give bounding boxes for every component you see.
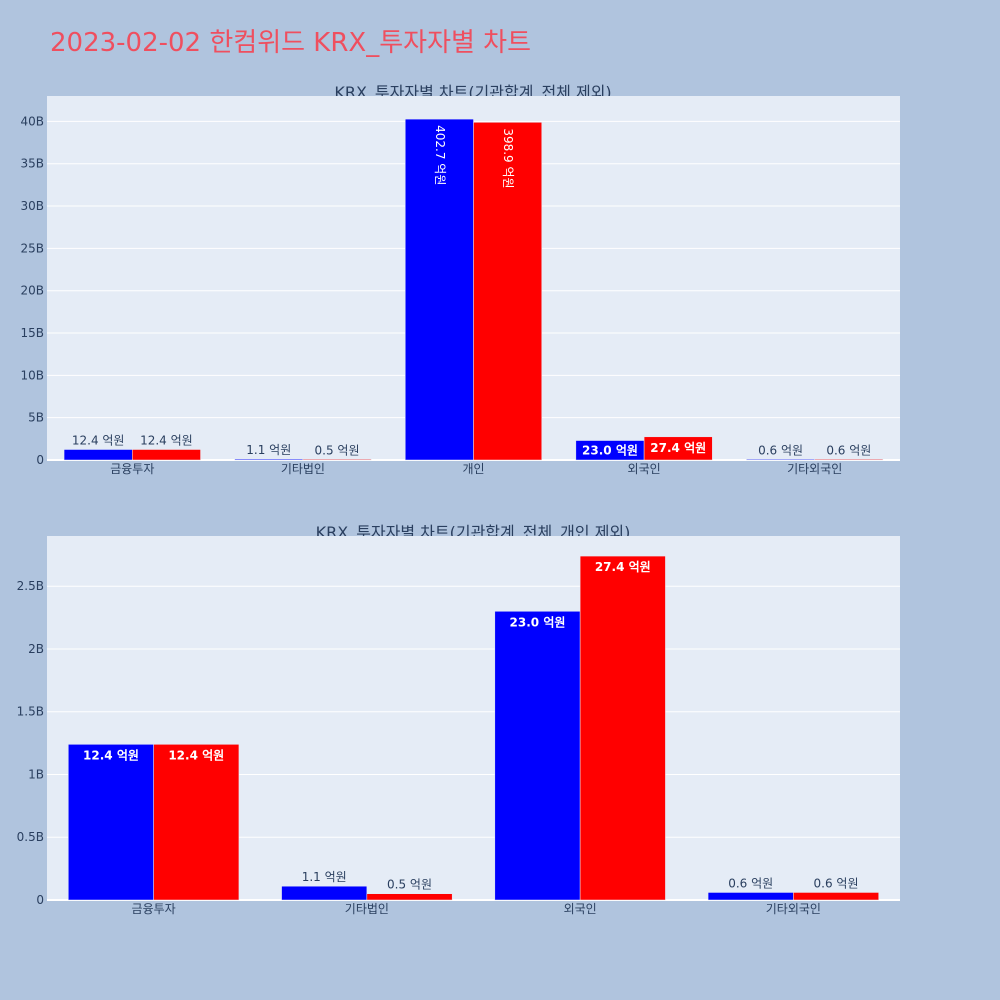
bar xyxy=(63,449,133,461)
data-label: 0.5 억원 xyxy=(315,444,360,458)
y-tick-label: 10B xyxy=(20,368,44,382)
y-tick-label: 1B xyxy=(28,767,44,781)
x-tick-label: 금융투자 xyxy=(132,902,176,916)
x-tick-label: 외국인 xyxy=(564,902,597,916)
data-label: 27.4 억원 xyxy=(595,560,651,574)
y-tick-label: 20B xyxy=(20,284,44,298)
bar xyxy=(405,118,474,461)
data-label: 0.6 억원 xyxy=(758,443,803,457)
bar xyxy=(746,458,815,461)
data-label: 0.5 억원 xyxy=(387,878,432,892)
bar xyxy=(494,611,581,901)
data-label: 12.4 억원 xyxy=(168,748,224,762)
x-tick-label: 기타법인 xyxy=(281,462,325,476)
x-tick-label: 외국인 xyxy=(628,462,661,476)
bar xyxy=(814,458,884,461)
y-tick-label: 0.5B xyxy=(17,830,44,844)
y-tick-label: 15B xyxy=(20,326,44,340)
y-tick-label: 40B xyxy=(20,114,44,128)
y-tick-label: 35B xyxy=(20,157,44,171)
y-tick-label: 1.5B xyxy=(17,705,44,719)
x-tick-label: 개인 xyxy=(462,462,484,476)
bar xyxy=(643,436,713,461)
bar xyxy=(302,458,372,461)
data-label: 23.0 억원 xyxy=(510,615,566,629)
data-label: 12.4 억원 xyxy=(140,434,193,448)
data-label: 402.7 억원 xyxy=(433,125,447,185)
y-tick-label: 5B xyxy=(28,411,44,425)
bar xyxy=(366,893,453,901)
x-tick-label: 기타외국인 xyxy=(766,902,821,916)
data-label: 0.6 억원 xyxy=(728,876,773,890)
y-tick-label: 2.5B xyxy=(17,579,44,593)
data-label: 1.1 억원 xyxy=(302,870,347,884)
data-label: 23.0 억원 xyxy=(582,443,638,457)
bar xyxy=(234,458,304,461)
y-tick-label: 2B xyxy=(28,642,44,656)
bar xyxy=(473,122,542,461)
data-label: 398.9 억원 xyxy=(501,128,515,188)
chart-1-investor-bars: 0 5B 10B 15B 20B 25B 30B 35B 40B 금융투자 12.4 억원 12.4 … xyxy=(20,96,900,476)
x-tick-label: 기타외국인 xyxy=(787,462,842,476)
data-label: 12.4 억원 xyxy=(83,748,139,762)
x-tick-label: 기타법인 xyxy=(345,902,389,916)
bar xyxy=(132,449,201,461)
bar xyxy=(281,885,368,901)
bar xyxy=(579,555,666,901)
page-title: 2023-02-02 한컴위드 KRX_투자자별 차트 xyxy=(50,28,532,58)
y-tick-label: 25B xyxy=(20,241,44,255)
data-label: 0.6 억원 xyxy=(826,443,871,457)
bar xyxy=(153,744,240,901)
y-tick-label: 0 xyxy=(36,453,44,467)
data-label: 1.1 억원 xyxy=(246,443,291,457)
bar xyxy=(68,744,154,901)
data-label: 0.6 억원 xyxy=(814,876,859,890)
bar xyxy=(793,892,879,901)
bar xyxy=(707,892,794,901)
y-tick-label: 30B xyxy=(20,199,44,213)
y-tick-label: 0 xyxy=(36,893,44,907)
data-label: 27.4 억원 xyxy=(650,441,706,455)
data-label: 12.4 억원 xyxy=(72,434,125,448)
x-tick-label: 금융투자 xyxy=(110,462,154,476)
